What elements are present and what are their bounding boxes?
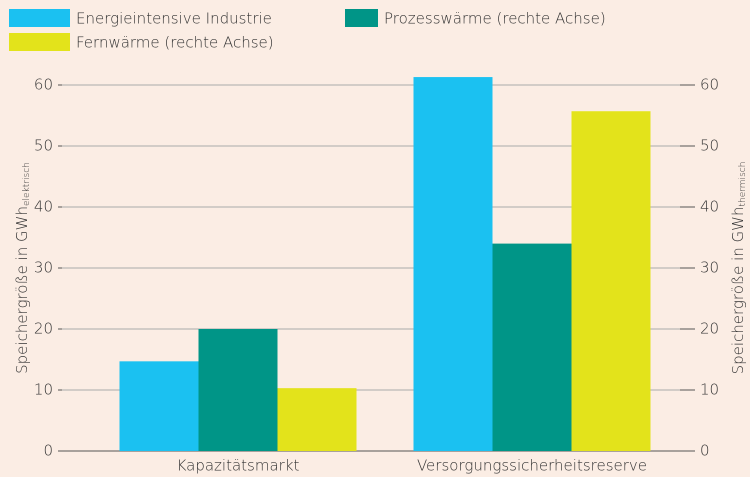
y-tick-label: 40: [34, 198, 53, 216]
y-tick-label: 10: [34, 381, 53, 399]
y2-tick-label: 60: [700, 76, 719, 94]
y-tick-label: 0: [43, 442, 53, 460]
y2-tick-label: 40: [700, 198, 719, 216]
legend-label: Prozesswärme (rechte Achse): [384, 10, 606, 28]
y2-axis-label: Speichergröße in GWhthermisch: [729, 162, 748, 375]
y-tick-label: 50: [34, 137, 53, 155]
bar: [571, 111, 651, 451]
legend-swatch: [9, 9, 70, 27]
y-axis-label: Speichergröße in GWhelektrisch: [13, 162, 32, 374]
legend-swatch: [345, 9, 378, 27]
y2-tick-label: 10: [700, 381, 719, 399]
legend-swatch: [9, 33, 70, 51]
y-tick-label: 20: [34, 320, 53, 338]
bar: [277, 388, 357, 451]
y2-tick-label: 30: [700, 259, 719, 277]
bar: [492, 243, 572, 451]
legend-label: Energieintensive Industrie: [76, 10, 272, 28]
y2-tick-label: 20: [700, 320, 719, 338]
y-tick-label: 60: [34, 76, 53, 94]
x-tick-label: Versorgungssicherheitsreserve: [417, 457, 647, 475]
bar: [413, 77, 493, 451]
x-tick-label: Kapazitätsmarkt: [177, 457, 300, 475]
y2-tick-label: 0: [700, 442, 710, 460]
y-tick-label: 30: [34, 259, 53, 277]
legend-label: Fernwärme (rechte Achse): [76, 34, 274, 52]
bar: [119, 361, 199, 451]
y2-tick-label: 50: [700, 137, 719, 155]
bar: [198, 329, 278, 451]
